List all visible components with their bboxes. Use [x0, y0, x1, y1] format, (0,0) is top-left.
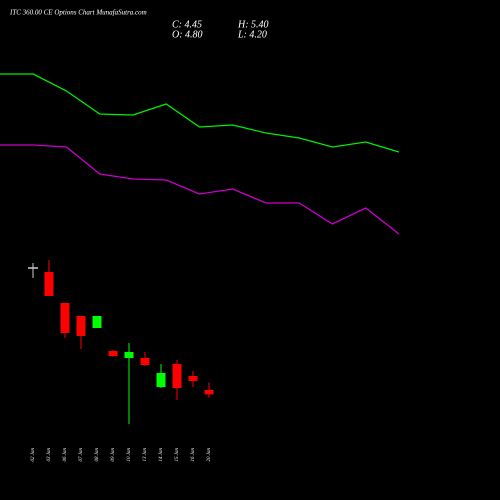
x-tick-label: 13 Jan — [143, 448, 148, 462]
candle-body — [124, 352, 134, 358]
candle-body — [108, 351, 118, 356]
x-tick-label: 16 Jan — [191, 448, 196, 462]
line — [0, 144, 400, 235]
high-label: H: 5.40 — [237, 19, 269, 30]
x-tick-label: 14 Jan — [159, 448, 164, 462]
line — [0, 73, 400, 153]
candle-body — [76, 316, 86, 336]
x-tick-label: 10 Jan — [127, 448, 132, 462]
x-tick-label: 06 Jan — [63, 448, 68, 462]
x-tick-label: 15 Jan — [175, 448, 180, 462]
candle-body — [204, 390, 214, 395]
candle-body — [188, 376, 198, 381]
x-tick-label: 20 Jan — [207, 448, 212, 462]
candle-body — [60, 303, 70, 333]
x-tick-label: 02 Jan — [31, 448, 36, 462]
candle-body — [44, 272, 54, 296]
close-label: C: 4.45 — [172, 19, 202, 30]
open-label: O: 4.80 — [172, 29, 203, 40]
candle-body — [140, 358, 150, 365]
chart-title: ITC 360.00 CE Options Chart MunafaSutra.… — [9, 9, 147, 17]
x-tick-label: 09 Jan — [111, 448, 116, 462]
candle-body — [92, 316, 102, 328]
x-tick-label: 03 Jan — [47, 448, 52, 462]
x-tick-label: 08 Jan — [95, 448, 100, 462]
low-label: L: 4.20 — [237, 29, 267, 40]
candle-body — [156, 373, 166, 387]
candle-body — [172, 364, 182, 388]
x-tick-label: 07 Jan — [79, 448, 84, 462]
